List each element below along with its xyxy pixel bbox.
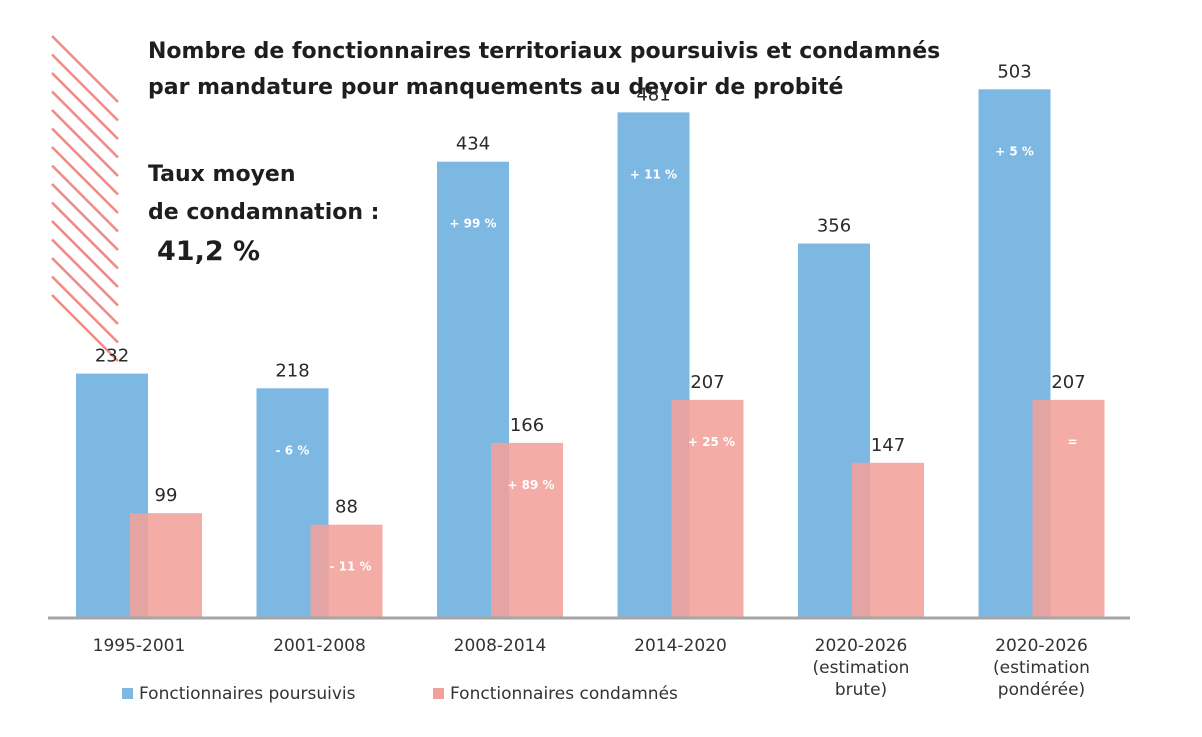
legend-item-convicted: Fonctionnaires condamnés	[433, 684, 678, 704]
bar-convicted	[852, 462, 924, 617]
value-label-pursued: 434	[456, 134, 490, 155]
bar-convicted	[491, 442, 563, 617]
hatch-stripe	[51, 35, 119, 103]
value-label-pursued: 503	[997, 61, 1031, 82]
hatch-stripe	[51, 238, 119, 307]
chart-title: Nombre de fonctionnaires territoriaux po…	[148, 34, 1148, 106]
change-label-pursued: - 6 %	[276, 443, 310, 457]
average-rate-label-line-2: de condamnation :	[148, 200, 380, 225]
value-label-convicted: 99	[155, 485, 178, 506]
chart-title-line-2: par mandature pour manquements au devoir…	[148, 75, 844, 100]
legend-label-pursued: Fonctionnaires poursuivis	[139, 684, 356, 704]
change-label-convicted: + 25 %	[688, 435, 735, 449]
category-label: 2008-2014	[454, 636, 547, 656]
hatch-stripe	[51, 146, 119, 214]
category-label: brute)	[835, 680, 887, 700]
hatch-stripe	[51, 294, 119, 362]
bars-layer	[76, 89, 1105, 618]
value-label-pursued: 356	[817, 216, 851, 237]
hatch-stripe	[51, 201, 119, 270]
hatch-stripe	[51, 109, 119, 177]
value-label-pursued: 481	[636, 84, 670, 105]
average-rate-label-line-1: Taux moyen	[148, 162, 296, 187]
hatch-stripe	[51, 220, 119, 288]
change-label-convicted: - 11 %	[329, 560, 371, 574]
hatch-stripe	[51, 183, 119, 251]
legend-item-pursued: Fonctionnaires poursuivis	[122, 684, 355, 704]
chart-title-line-1: Nombre de fonctionnaires territoriaux po…	[148, 39, 941, 64]
change-label-pursued: + 11 %	[630, 167, 677, 181]
hatch-stripe	[51, 90, 119, 159]
bar-convicted	[310, 524, 383, 617]
category-label: 2001-2008	[273, 636, 366, 656]
bar-convicted	[130, 513, 202, 617]
value-label-convicted: 207	[1051, 372, 1085, 393]
decorative-hatch-pattern	[51, 35, 119, 362]
change-label-pursued: + 99 %	[449, 217, 496, 231]
value-label-convicted: 147	[871, 435, 905, 456]
hatch-stripe	[51, 53, 119, 122]
bar-convicted	[671, 399, 744, 617]
legend-swatch-convicted	[433, 688, 444, 699]
bar-convicted	[1032, 399, 1105, 617]
category-label: 2014-2020	[634, 636, 727, 656]
category-label: 2020-2026	[815, 636, 908, 656]
hatch-stripe	[51, 72, 119, 140]
value-label-pursued: 218	[275, 360, 309, 381]
category-label: 1995-2001	[93, 636, 186, 656]
value-label-convicted: 207	[690, 372, 724, 393]
change-label-convicted: =	[1067, 435, 1077, 449]
hatch-stripe	[51, 164, 119, 233]
category-label: (estimation	[993, 658, 1090, 678]
hatch-stripe	[51, 275, 119, 344]
hatch-stripe	[51, 257, 119, 325]
average-rate-label: Taux moyen de condamnation :	[148, 156, 379, 232]
value-label-convicted: 166	[510, 415, 544, 436]
change-label-pursued: + 5 %	[995, 144, 1034, 158]
hatch-stripe	[51, 127, 119, 196]
category-label: pondérée)	[998, 680, 1085, 700]
change-label-convicted: + 89 %	[507, 478, 554, 492]
labels-layer: 232 99 1995-2001 218 88 - 6 % - 11 % 2001-2008 4…	[93, 61, 1090, 700]
value-label-convicted: 88	[335, 497, 358, 518]
average-rate-value: 41,2 %	[157, 236, 261, 267]
category-label: (estimation	[813, 658, 910, 678]
legend-label-convicted: Fonctionnaires condamnés	[450, 684, 678, 704]
legend-swatch-pursued	[122, 688, 133, 699]
value-label-pursued: 232	[95, 346, 129, 367]
category-label: 2020-2026	[995, 636, 1088, 656]
